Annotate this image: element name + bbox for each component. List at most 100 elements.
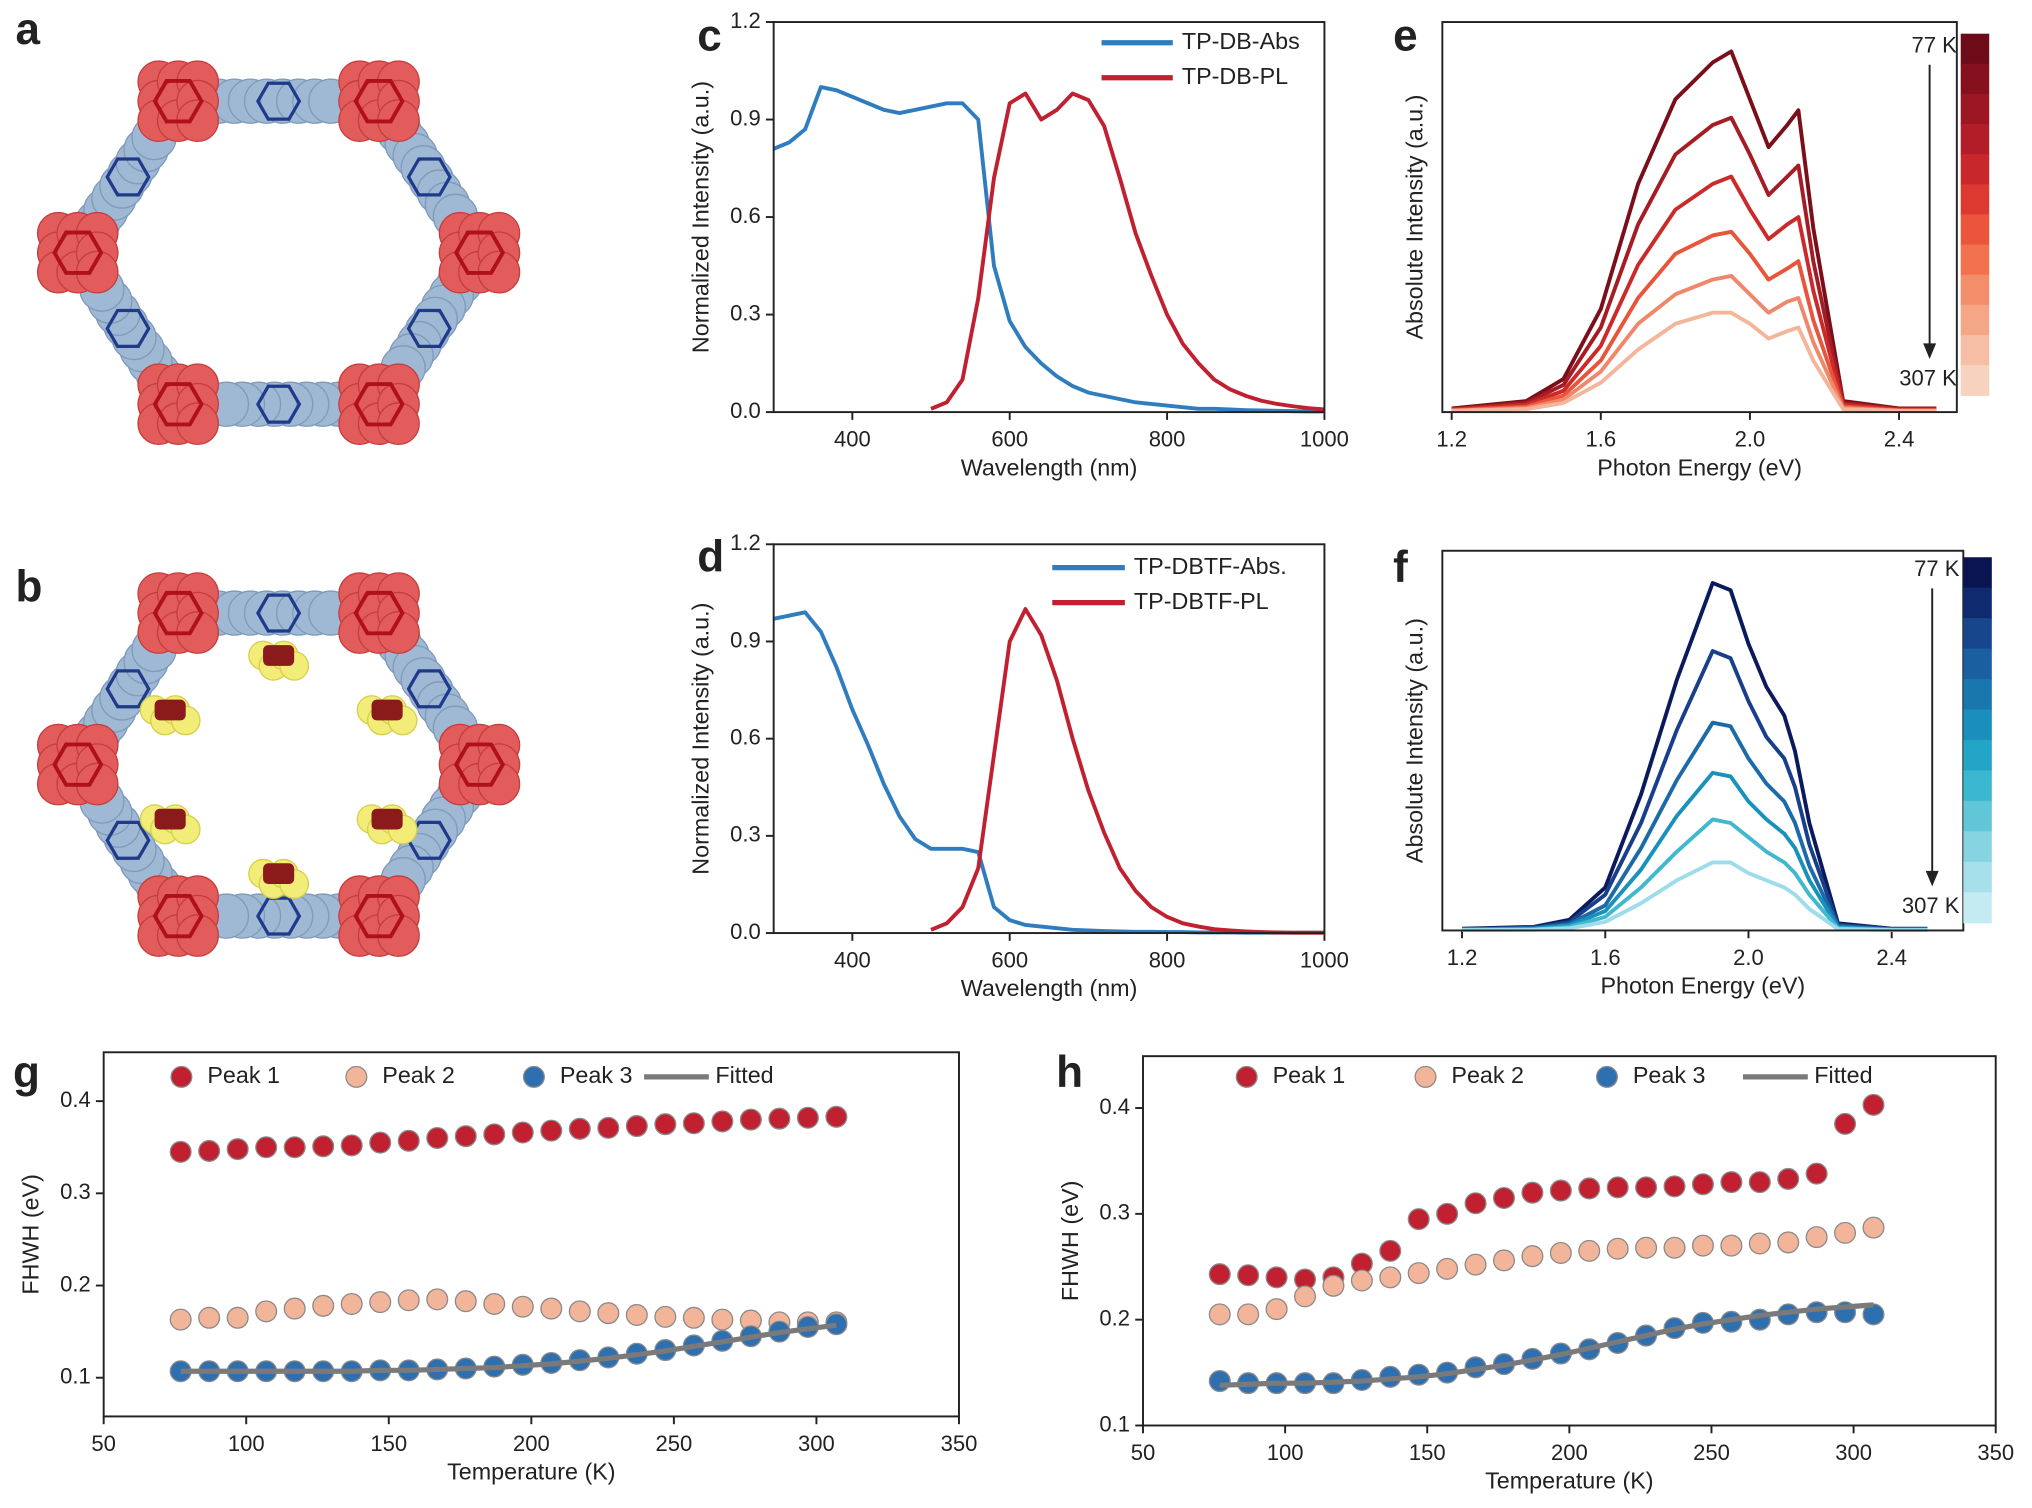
data-point [1606,1237,1629,1260]
data-line [1451,310,1937,413]
colorbar-band [1960,214,1990,246]
legend-swatch [522,1065,545,1088]
structures [36,60,521,957]
ring-bond [105,820,151,860]
data-line [1451,174,1937,412]
x-tick-label: 800 [1149,426,1186,451]
data-line [1451,115,1937,412]
data-point [1464,1253,1487,1276]
x-tick-label: 350 [941,1431,978,1456]
data-line [1462,860,1928,933]
x-tick-label: 100 [228,1431,265,1456]
x-axis-label: Wavelength (nm) [961,454,1138,480]
legend-label: TP-DBTF-Abs. [1134,553,1287,579]
data-point [654,1305,677,1328]
data-point [397,1129,420,1152]
x-tick-label: 2.0 [1735,426,1766,451]
y-tick-label: 0.9 [730,105,761,130]
data-point [825,1105,848,1128]
y-axis-label: FHWH (eV) [1057,1181,1083,1301]
data-point [1492,1186,1515,1209]
colorbar-band [1963,739,1992,772]
colorbar-band [1960,184,1990,216]
x-tick-label: 1.6 [1590,945,1621,970]
y-tick-label: 0.6 [730,724,761,749]
data-point [1265,1298,1288,1321]
y-axis-label: Absolute Intensity (a.u.) [1402,95,1428,340]
x-tick-label: 250 [656,1431,693,1456]
y-tick-label: 0.3 [60,1179,91,1204]
colorbar-band [1960,33,1990,65]
cf3-group [263,645,295,666]
data-point [198,1139,221,1162]
legend-label: Fitted [715,1062,773,1088]
cf3-group [154,699,186,721]
cf3-group [371,808,403,830]
legend-swatch [345,1065,368,1088]
x-tick-label: 1000 [1300,426,1349,451]
ring-bond [152,79,204,124]
data-line [1462,770,1928,932]
x-tick-label: 2.4 [1876,945,1907,970]
data-point [283,1136,306,1159]
panel-label: h [1056,1048,1083,1097]
arrow-head [1925,870,1939,887]
data-line [1462,720,1928,932]
data-point [283,1297,306,1320]
data-point [1237,1264,1260,1287]
colorbar-band [1963,709,1992,741]
data-point [568,1300,591,1323]
data-point [597,1302,620,1325]
data-point [369,1131,392,1154]
x-tick-label: 100 [1267,1440,1304,1465]
x-tick-label: 1.6 [1585,426,1616,451]
data-point [1777,1167,1800,1190]
data-point [340,1292,363,1315]
colorbar-band [1960,63,1990,95]
data-point [1748,1232,1771,1255]
fit-line [1219,1302,1874,1388]
data-point [454,1290,477,1313]
y-tick-label: 0.1 [1099,1411,1130,1436]
colorbar-band [1963,587,1992,619]
data-point [1521,1245,1544,1268]
colorbar-band [1963,892,1992,924]
x-tick-label: 150 [370,1431,407,1456]
data-point [483,1123,506,1146]
colorbar-band [1963,861,1992,893]
data-line [930,607,1325,935]
data-point [1350,1269,1373,1292]
data-point [169,1140,192,1163]
colorbar-band [1960,365,1990,396]
data-point [1208,1303,1231,1326]
data-point [1663,1236,1686,1259]
data-point [711,1110,734,1133]
colorbar-label: 77 K [1914,556,1960,581]
x-axis-label: Temperature (K) [1485,1468,1653,1494]
y-tick-label: 0.3 [730,300,761,325]
data-point [1464,1192,1487,1215]
data-point [226,1138,249,1161]
colorbar-band [1963,770,1992,802]
ring-bond [105,157,151,197]
data-line [1451,273,1937,413]
legend-label: Peak 1 [1273,1062,1346,1088]
plot-frame [102,1051,960,1418]
colorbar-band [1963,679,1992,711]
plot-frame [1441,21,1958,414]
y-tick-label: 0.0 [730,919,761,944]
data-point [226,1306,249,1329]
legend-swatch [1595,1065,1618,1088]
data-point [654,1113,677,1136]
colorbar-band [1960,154,1990,185]
y-tick-label: 0.3 [730,822,761,847]
ring-bond [256,593,302,633]
panel-label: c [697,12,722,61]
data-point [1549,1179,1572,1202]
cf3-group [154,808,186,830]
data-point [568,1117,591,1140]
x-tick-label: 250 [1693,1440,1730,1465]
data-point [1407,1208,1430,1231]
data-point [1265,1266,1288,1289]
